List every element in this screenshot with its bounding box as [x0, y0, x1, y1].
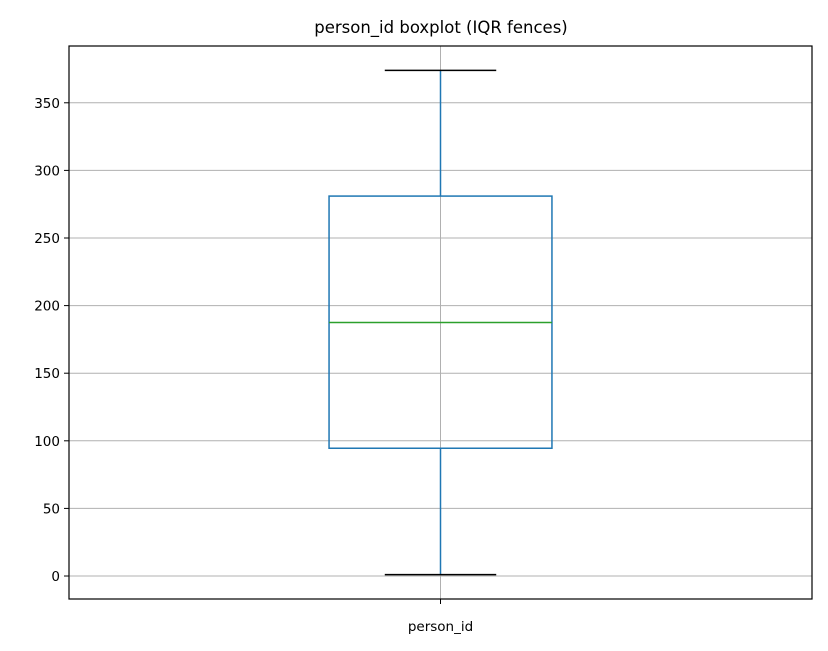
- y-tick-label: 150: [34, 366, 60, 382]
- y-tick-label: 100: [34, 434, 60, 450]
- y-tick-label: 50: [43, 501, 60, 517]
- plot-area-frame: [68, 45, 813, 600]
- y-tick-label: 350: [34, 96, 60, 112]
- y-tick-label: 200: [34, 299, 60, 315]
- y-tick-label: 0: [51, 569, 60, 585]
- y-tick-label: 250: [34, 231, 60, 247]
- x-tick-label: person_id: [408, 619, 473, 635]
- chart-title: person_id boxplot (IQR fences): [314, 18, 567, 38]
- y-tick-label: 300: [34, 163, 60, 179]
